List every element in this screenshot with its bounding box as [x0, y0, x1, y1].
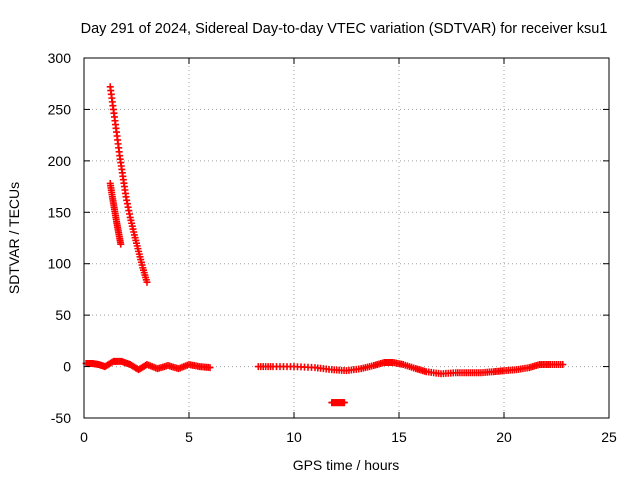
y-tick-label: -50	[51, 410, 71, 426]
data-point	[206, 364, 214, 372]
x-tick-label: 25	[601, 429, 617, 445]
y-tick-label: 250	[48, 101, 72, 117]
y-tick-label: 300	[48, 50, 72, 66]
data-point	[143, 278, 151, 286]
data-point	[340, 399, 348, 407]
x-tick-label: 10	[286, 429, 302, 445]
data-point	[117, 240, 125, 248]
series-mid-arc	[254, 358, 567, 378]
chart-title: Day 291 of 2024, Sidereal Day-to-day VTE…	[81, 21, 608, 37]
series-arc-rising-high	[106, 83, 151, 286]
series-arc-rising-low	[106, 179, 125, 248]
x-tick-label: 5	[185, 429, 193, 445]
y-axis-label: SDTVAR / TECUs	[6, 182, 22, 294]
data-points	[82, 83, 567, 407]
plot-frame	[83, 57, 610, 419]
x-tick-label: 0	[80, 429, 88, 445]
y-tick-label: 0	[63, 359, 71, 375]
x-tick-labels: 0 5 10 15 20 25	[80, 429, 617, 445]
y-tick-label: 50	[55, 307, 71, 323]
x-axis-label: GPS time / hours	[293, 457, 400, 473]
series-negative-segment	[328, 399, 348, 407]
x-tick-label: 15	[391, 429, 407, 445]
data-point	[559, 361, 567, 369]
series-early-cluster	[82, 357, 214, 374]
y-tick-label: 100	[48, 256, 72, 272]
grid-lines	[84, 58, 609, 418]
y-tick-label: 150	[48, 204, 72, 220]
y-tick-labels: -50 0 50 100 150 200 250 300	[48, 50, 72, 426]
x-tick-label: 20	[496, 429, 512, 445]
axis-ticks	[83, 57, 610, 419]
y-tick-label: 200	[48, 153, 72, 169]
